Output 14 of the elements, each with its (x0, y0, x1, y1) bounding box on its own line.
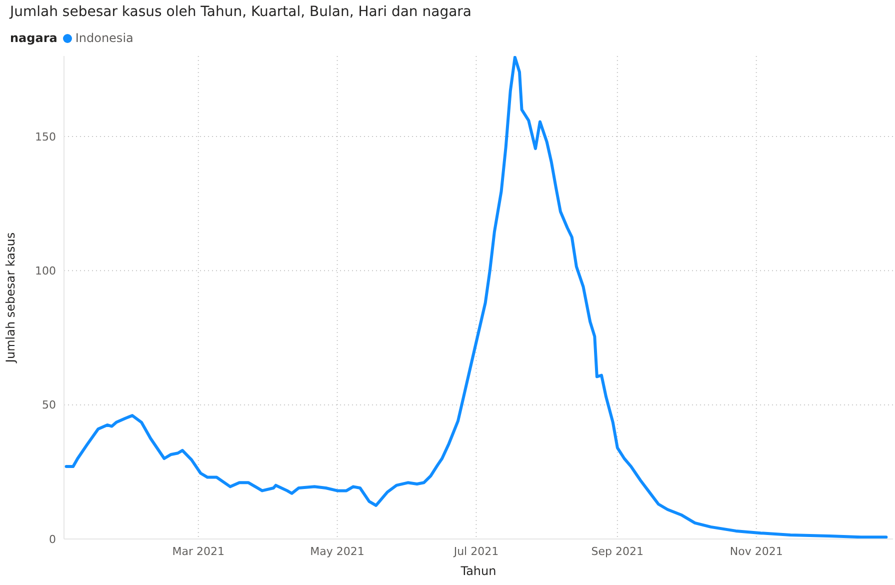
legend-title: nagara (10, 31, 58, 45)
x-axis-title: Tahun (460, 564, 496, 578)
legend-label: Indonesia (74, 31, 134, 45)
x-tick-label: Sep 2021 (591, 544, 644, 558)
y-axis-title: Jumlah sebesar kasus (3, 232, 18, 364)
x-tick-label: Mar 2021 (172, 544, 224, 558)
y-tick-label: 0 (49, 532, 56, 546)
y-tick-label: 50 (42, 398, 56, 412)
y-tick-label: 100 (35, 264, 56, 278)
x-tick-label: Jul 2021 (452, 544, 499, 558)
chart-title: Jumlah sebesar kasus oleh Tahun, Kuartal, Bulan, Hari dan nagara (10, 4, 473, 22)
x-tick-label: May 2021 (310, 544, 364, 558)
y-tick-label: 150 (35, 130, 56, 144)
x-tick-label: Nov 2021 (730, 544, 783, 558)
